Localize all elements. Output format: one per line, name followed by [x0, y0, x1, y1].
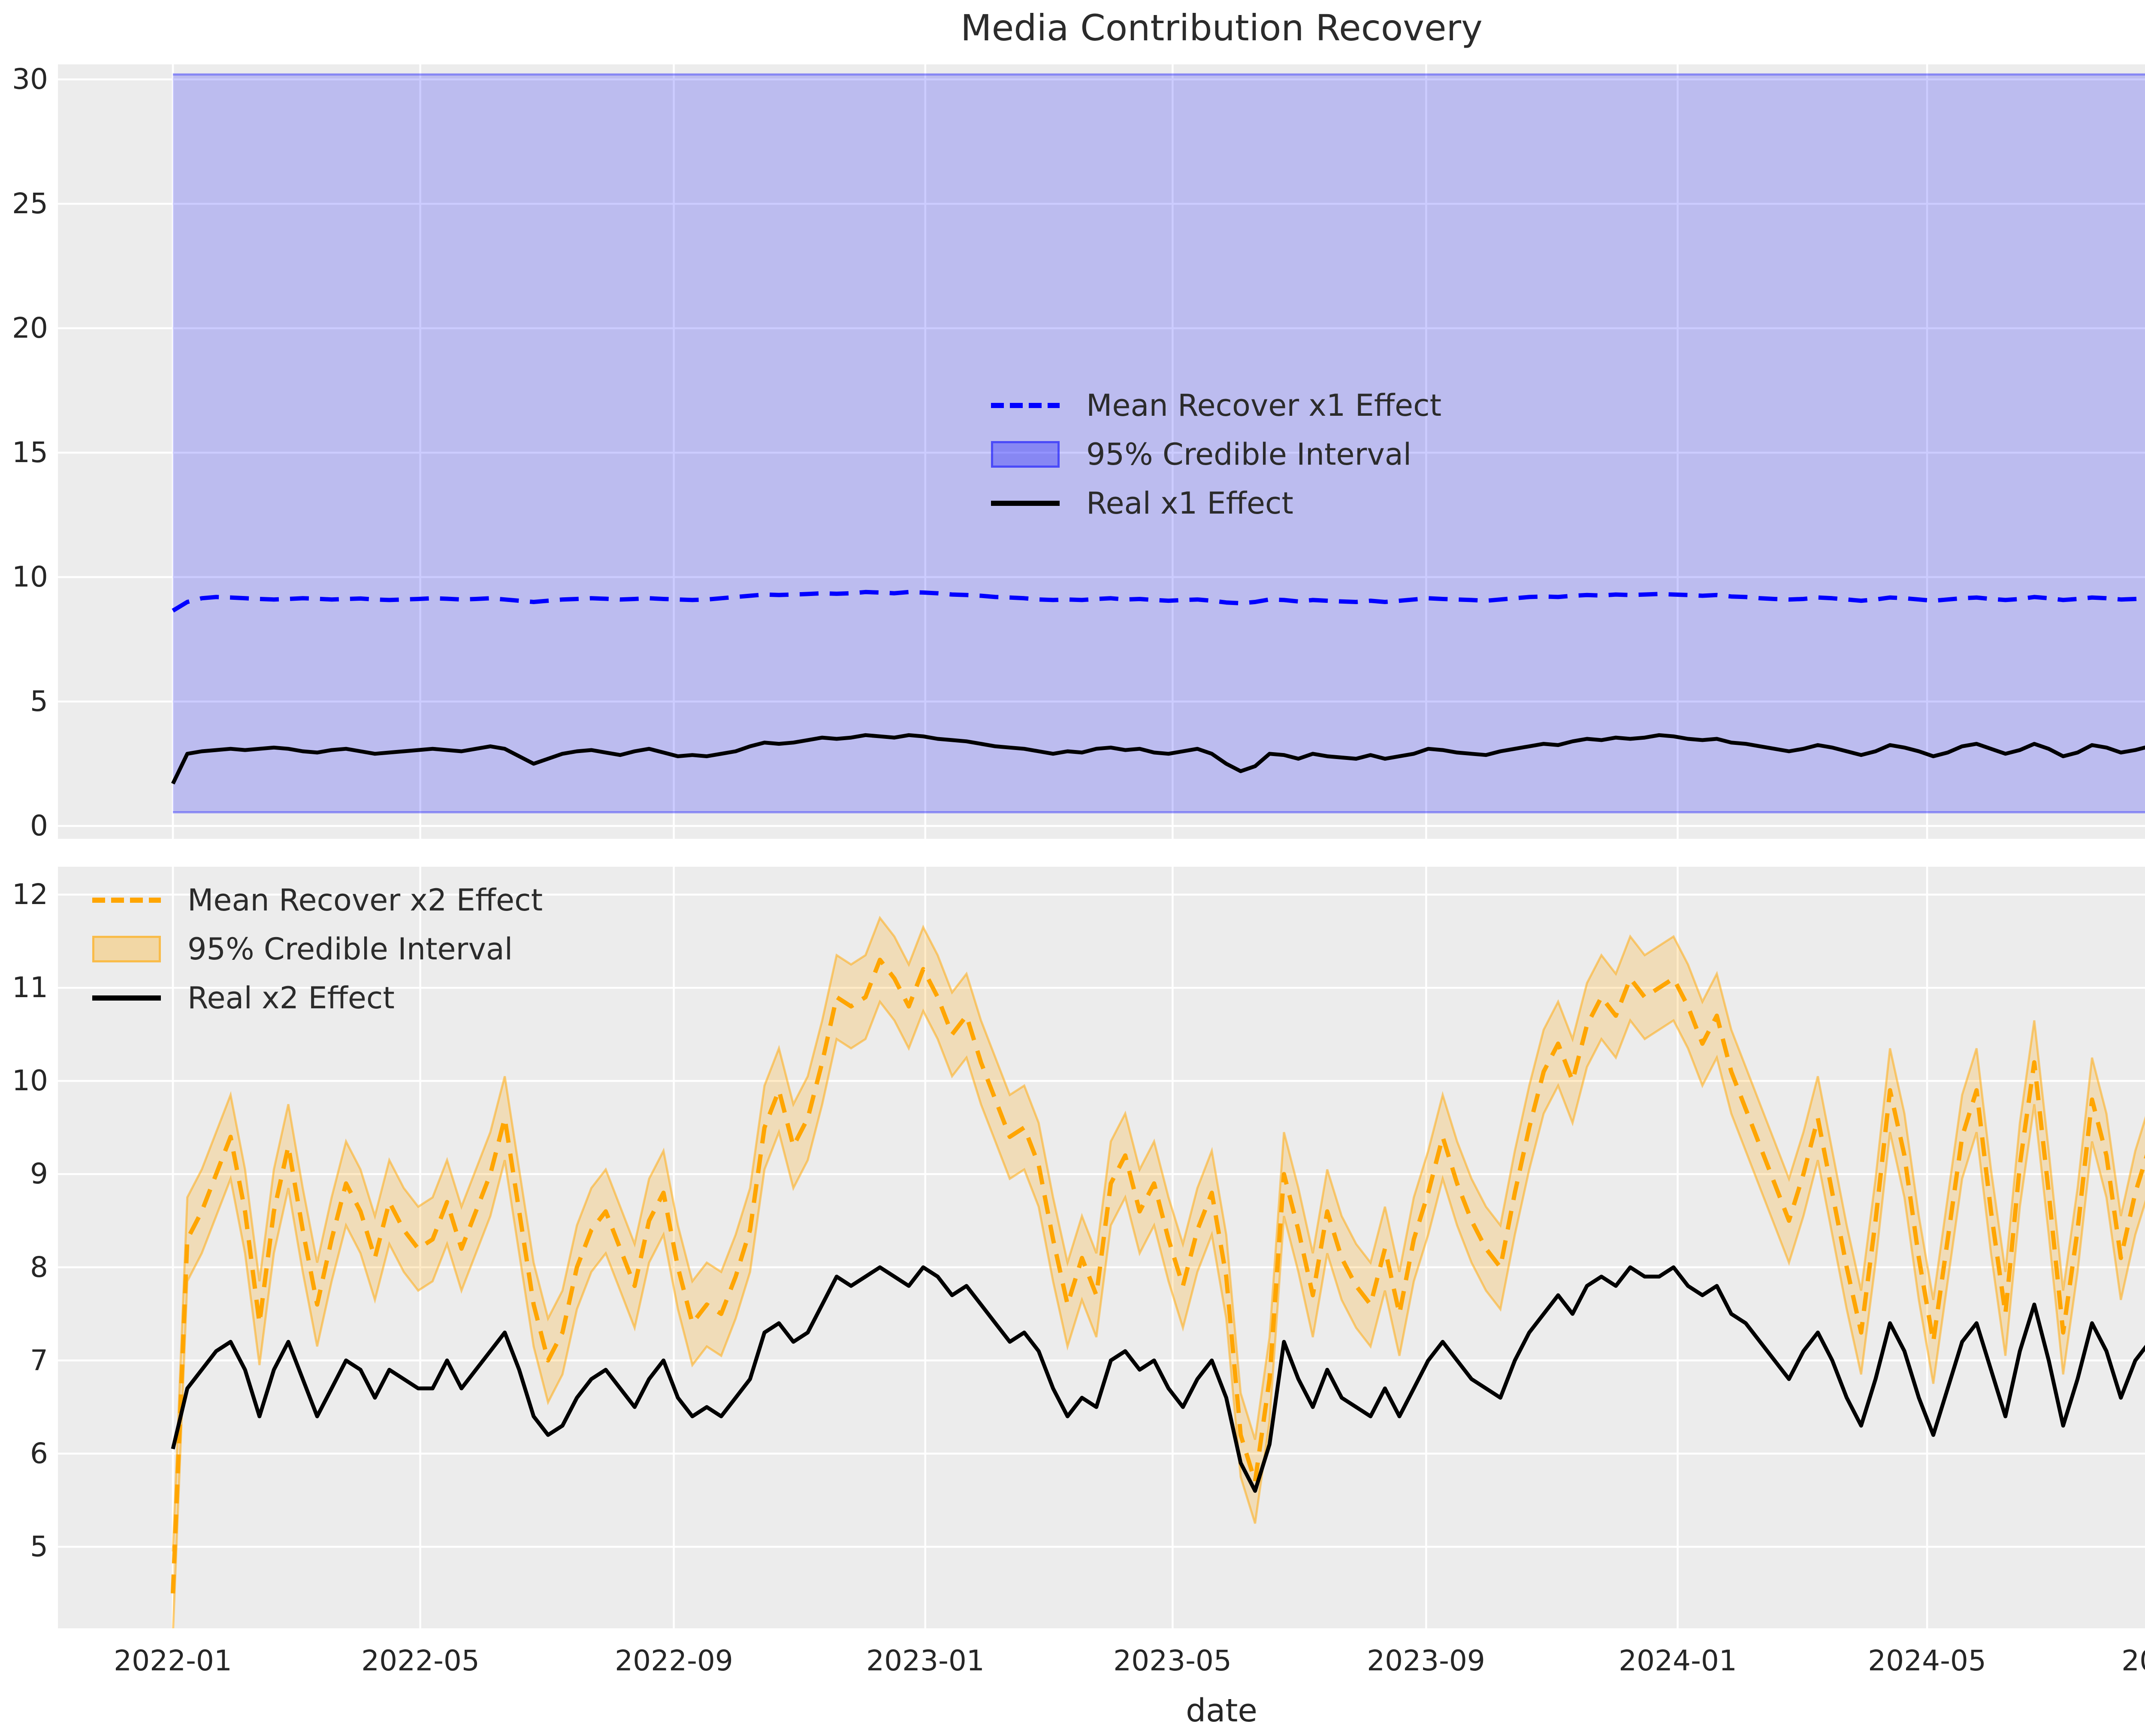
- legend-label: 95% Credible Interval: [187, 932, 513, 967]
- legend-label: Mean Recover x1 Effect: [1086, 388, 1442, 423]
- x-tick-label: 2022-09: [615, 1644, 733, 1677]
- top-chart-svg: [58, 64, 2145, 839]
- bottom-chart-svg: [58, 867, 2145, 1628]
- band-patch-sample-icon: [92, 936, 161, 962]
- x-tick-label: 2022-05: [361, 1644, 480, 1677]
- chart-title: Media Contribution Recovery: [961, 7, 1483, 49]
- top-axes: Mean Recover x1 Effect 95% Credible Inte…: [58, 64, 2145, 839]
- x-tick-label: 2024-01: [1619, 1644, 1737, 1677]
- y-tick-label-top: 15: [12, 436, 48, 469]
- legend-label: Real x2 Effect: [187, 980, 395, 1016]
- y-tick-label-bottom: 12: [12, 878, 48, 911]
- x-tick-label: 2024-09: [2121, 1644, 2145, 1677]
- mean-line: [172, 590, 2145, 613]
- bottom-legend: Mean Recover x2 Effect 95% Credible Inte…: [92, 883, 543, 1030]
- legend-item-mean-x1: Mean Recover x1 Effect: [991, 388, 1441, 423]
- real-line: [171, 733, 2145, 785]
- y-tick-label-bottom: 11: [12, 971, 48, 1004]
- y-tick-label-bottom: 6: [30, 1437, 48, 1470]
- legend-item-real-x2: Real x2 Effect: [92, 980, 543, 1016]
- x-tick-label: 2023-01: [866, 1644, 985, 1677]
- credible-interval-upper-edge: [172, 916, 2145, 1552]
- y-tick-label-top: 5: [30, 685, 48, 718]
- x-tick-label: 2022-01: [114, 1644, 232, 1677]
- y-tick-label-bottom: 8: [30, 1251, 48, 1284]
- legend-label: 95% Credible Interval: [1086, 437, 1412, 472]
- x-tick-label: 2023-05: [1113, 1644, 1232, 1677]
- y-tick-label-bottom: 5: [30, 1530, 48, 1563]
- x-axis-label: date: [1186, 1692, 1257, 1729]
- solid-line-sample-icon: [991, 501, 1060, 506]
- y-tick-label-top: 10: [12, 560, 48, 593]
- legend-item-ci-x2: 95% Credible Interval: [92, 932, 543, 967]
- y-tick-label-top: 25: [12, 187, 48, 220]
- bottom-axes: Mean Recover x2 Effect 95% Credible Inte…: [58, 867, 2145, 1628]
- y-tick-label-top: 30: [12, 63, 48, 96]
- y-tick-label-top: 20: [12, 312, 48, 345]
- legend-label: Mean Recover x2 Effect: [187, 883, 543, 918]
- x-tick-label: 2024-05: [1868, 1644, 1986, 1677]
- dashed-line-sample-icon: [991, 403, 1060, 408]
- legend-item-ci-x1: 95% Credible Interval: [991, 437, 1441, 472]
- legend-item-mean-x2: Mean Recover x2 Effect: [92, 883, 543, 918]
- y-tick-label-bottom: 9: [30, 1157, 48, 1190]
- mean-line: [171, 958, 2145, 1594]
- top-legend: Mean Recover x1 Effect 95% Credible Inte…: [991, 388, 1441, 535]
- legend-label: Real x1 Effect: [1086, 486, 1293, 521]
- legend-item-real-x1: Real x1 Effect: [991, 486, 1441, 521]
- band-patch-sample-icon: [991, 441, 1060, 468]
- real-line: [171, 1265, 2145, 1493]
- credible-interval-lower-edge: [172, 999, 2145, 1628]
- y-tick-label-top: 0: [30, 809, 48, 842]
- solid-line-sample-icon: [92, 995, 161, 1001]
- credible-interval-band: [173, 74, 2145, 813]
- y-tick-label-bottom: 7: [30, 1344, 48, 1377]
- y-tick-label-bottom: 10: [12, 1064, 48, 1097]
- dashed-line-sample-icon: [92, 898, 161, 903]
- x-tick-label: 2023-09: [1367, 1644, 1485, 1677]
